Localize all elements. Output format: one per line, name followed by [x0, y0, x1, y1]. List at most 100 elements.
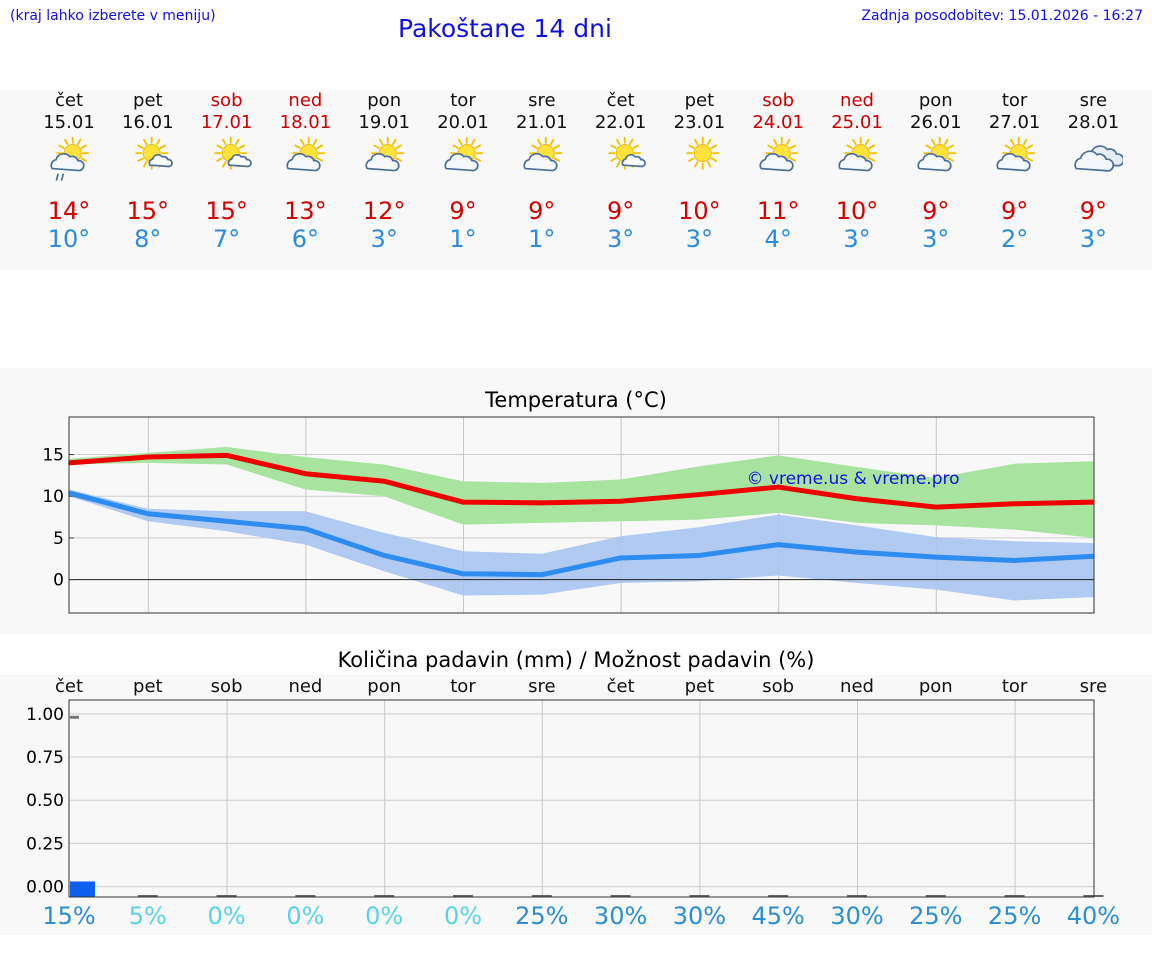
min-temp: 4°: [764, 225, 792, 253]
precipitation-chart: čet pet sob ned pon tor sre čet pet sob ned pon tor s…: [26, 676, 1107, 898]
day-date: 15.01: [43, 112, 95, 133]
min-temp-point: [540, 573, 543, 576]
plot-frame: [68, 416, 1095, 614]
min-temp: 3°: [1079, 225, 1108, 253]
y-tick-label: 1.00: [26, 705, 64, 725]
sun-cloud-icon: [365, 136, 405, 172]
max-temp-point: [619, 500, 622, 503]
x-day-label: sob: [211, 676, 243, 697]
max-temp-point: [856, 497, 858, 500]
day-date: 21.01: [516, 112, 568, 133]
max-temp-point: [698, 493, 701, 496]
precip-chance: 25%: [909, 902, 963, 930]
sun-cloud-icon: [917, 136, 956, 172]
precip-chance: 0%: [207, 902, 246, 930]
max-temp-point: [540, 501, 543, 504]
max-temp: 12°: [362, 197, 406, 225]
max-temp: 9°: [606, 197, 635, 225]
day-date: 24.01: [752, 112, 804, 133]
y-tick-label: 5: [53, 529, 64, 549]
precip-chance: 15%: [42, 902, 96, 930]
precip-chance: 0%: [365, 902, 404, 930]
day-date: 16.01: [122, 112, 174, 133]
y-tick-label: 0.50: [26, 791, 64, 811]
day-name: sob: [762, 90, 795, 111]
sun-cloud-icon: [444, 136, 484, 172]
x-day-label: pon: [367, 676, 401, 697]
x-day-label: pon: [919, 676, 953, 697]
last-update: Zadnja posodobitev: 15.01.2026 - 16:27: [861, 8, 1143, 24]
precip-chance: 25%: [515, 902, 569, 930]
x-day-label: čet: [55, 676, 83, 697]
precip-chance: 5%: [128, 902, 167, 930]
max-range-band: [69, 447, 1094, 538]
x-day-label: tor: [1002, 676, 1028, 697]
x-day-label: pet: [133, 676, 163, 697]
max-temp-point: [146, 456, 149, 459]
temperature-chart-title: Temperatura (°C): [485, 388, 667, 412]
min-temp-point: [856, 551, 858, 554]
max-temp-point: [934, 506, 937, 509]
page-title: Pakoštane 14 dni: [398, 14, 612, 43]
max-temp: 10°: [835, 197, 879, 225]
max-temp: 14°: [47, 197, 91, 225]
cloudy-icon: [1074, 145, 1124, 172]
forecast-panel: [0, 90, 1152, 270]
day-name: pon: [367, 90, 402, 111]
min-temp-line: [68, 490, 1094, 578]
min-temp-point: [146, 512, 149, 515]
x-day-label: sre: [528, 676, 555, 697]
day-date: 20.01: [437, 112, 489, 133]
x-day-label: sob: [762, 676, 794, 697]
x-day-label: čet: [607, 676, 635, 697]
day-name: ned: [288, 90, 323, 111]
sun-cloud-icon: [286, 136, 326, 172]
max-temp: 10°: [678, 197, 721, 225]
min-temp: 7°: [212, 225, 241, 253]
region-menu-hint: (kraj lahko izberete v meniju): [10, 8, 216, 24]
day-date: 18.01: [279, 112, 332, 133]
min-temp: 2°: [1000, 225, 1029, 253]
plot-frame: [68, 699, 1095, 898]
min-temp: 3°: [606, 225, 635, 253]
min-temp-point: [698, 554, 701, 557]
day-date: 28.01: [1067, 112, 1120, 133]
day-name: sre: [528, 90, 556, 111]
min-temp: 8°: [134, 225, 162, 253]
y-tick-label: 0.00: [26, 878, 64, 898]
precip-chance: 25%: [987, 902, 1042, 930]
min-temp: 3°: [685, 225, 714, 253]
day-date: 17.01: [200, 112, 253, 133]
day-name: tor: [450, 90, 476, 111]
y-tick-label: 0: [53, 571, 64, 591]
min-temp-point: [1013, 559, 1016, 562]
precip-chance: 45%: [751, 902, 805, 930]
precipitation-chart-title: Količina padavin (mm) / Možnost padavin …: [337, 648, 815, 672]
day-name: tor: [1001, 90, 1028, 111]
day-name: ned: [840, 90, 874, 111]
precip-chance: 0%: [286, 902, 325, 930]
min-temp: 3°: [843, 225, 871, 253]
max-temp: 11°: [756, 197, 800, 225]
x-day-label: ned: [288, 676, 322, 697]
day-date: 19.01: [358, 112, 410, 133]
y-tick-label: 0.25: [26, 834, 64, 854]
sun-small-cloud-icon: [607, 136, 646, 170]
day-date: 26.01: [910, 112, 962, 133]
plot-area: [69, 700, 1094, 897]
max-temp: 9°: [922, 197, 950, 225]
precip-chance: 30%: [830, 902, 884, 930]
x-day-label: tor: [450, 676, 476, 697]
day-date: 27.01: [988, 112, 1041, 133]
min-temp: 10°: [47, 225, 91, 253]
min-temp: 3°: [370, 225, 398, 253]
x-day-label: ned: [840, 676, 874, 697]
precip-chance: 30%: [593, 902, 648, 930]
min-temp-point: [934, 556, 937, 559]
precip-bar: [70, 881, 95, 897]
sun-small-cloud-icon: [135, 136, 173, 170]
min-temp: 6°: [291, 225, 320, 253]
max-temp-point: [304, 472, 307, 475]
day-date: 23.01: [673, 112, 726, 133]
max-temp-point: [1013, 502, 1016, 505]
